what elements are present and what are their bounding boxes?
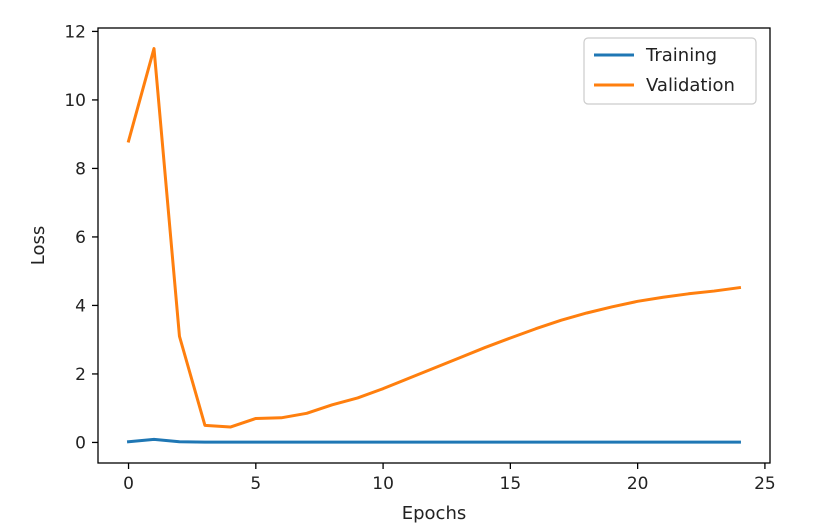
axes-frame (97, 27, 771, 464)
x-tick-label: 0 (123, 474, 134, 494)
y-tick-label: 2 (75, 365, 86, 385)
y-axis-label: Loss (28, 226, 49, 265)
series-layer (126, 47, 742, 444)
x-tick-label: 5 (250, 474, 261, 494)
x-axis-label: Epochs (402, 503, 467, 524)
y-tick-label: 8 (75, 159, 86, 179)
y-tick-label: 10 (64, 91, 86, 111)
series-line-training (126, 437, 741, 444)
y-tick-label: 4 (75, 296, 86, 316)
series-line-validation (126, 47, 742, 429)
legend: Training Validation (583, 37, 757, 105)
x-tick-label: 15 (500, 474, 522, 494)
x-tick-label: 20 (627, 474, 649, 494)
y-tick-label: 12 (64, 22, 86, 42)
x-tick-label: 25 (754, 474, 776, 494)
axes-layer: 0 5 10 15 20 25 0 2 4 6 8 10 12 (64, 22, 775, 494)
y-tick-label: 6 (75, 228, 86, 248)
legend-label-training: Training (645, 45, 717, 66)
legend-label-validation: Validation (646, 75, 735, 96)
x-tick-label: 10 (372, 474, 394, 494)
y-tick-label: 0 (75, 433, 86, 453)
